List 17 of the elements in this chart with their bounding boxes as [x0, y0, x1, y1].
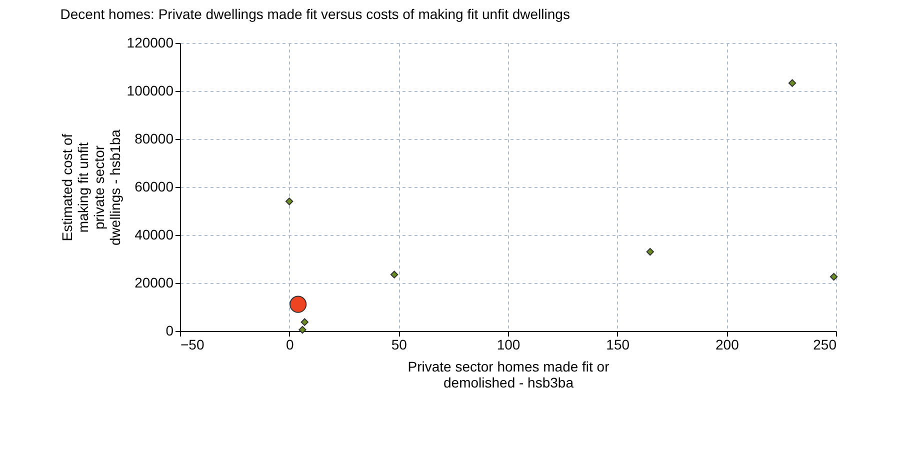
y-tick-label: 120000 — [126, 34, 174, 50]
y-axis-title: Estimated cost of making fit unfit private sector dwellings - hsb1ba — [58, 129, 123, 246]
y-tick-label: 80000 — [134, 130, 174, 146]
x-tick-label: 150 — [606, 336, 630, 352]
y-tick-label: 60000 — [134, 178, 174, 194]
x-tick-label: 0 — [286, 336, 294, 352]
y-tick-label: 40000 — [134, 226, 174, 242]
x-tick-label: 50 — [391, 336, 408, 352]
x-axis-title: Private sector homes made fit or demolished - hsb3ba — [408, 358, 610, 390]
x-tick-label: 250 — [813, 336, 837, 352]
y-tick-label: 0 — [166, 322, 174, 338]
y-tick-label: 20000 — [134, 274, 174, 290]
x-tick-label: −50 — [180, 336, 204, 352]
y-tick-label: 100000 — [126, 82, 174, 98]
x-tick-label: 100 — [496, 336, 520, 352]
chart-title: Decent homes: Private dwellings made fit versus costs of making fit unfit dwellings — [60, 6, 570, 22]
x-tick-label: 200 — [715, 336, 740, 352]
